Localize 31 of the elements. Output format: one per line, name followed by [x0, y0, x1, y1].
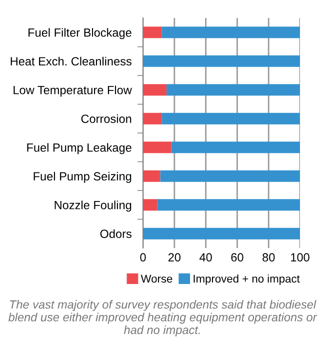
- bar: [143, 170, 160, 182]
- legend-label: Improved + no impact: [194, 274, 300, 285]
- bar: [160, 170, 300, 182]
- x-tick-label: 60: [231, 253, 244, 262]
- bar: [166, 84, 300, 96]
- y-tick-label: Nozzle Fouling: [54, 200, 132, 212]
- bar: [162, 112, 300, 124]
- bar: [143, 55, 300, 67]
- bar: [143, 26, 162, 38]
- y-tick-label: Corrosion: [81, 114, 132, 124]
- bar: [143, 142, 172, 154]
- y-tick-label: Heat Exch. Cleanliness: [10, 56, 132, 66]
- bar: [143, 112, 162, 124]
- y-tick-label: Fuel Pump Seizing: [34, 172, 132, 183]
- bar: [162, 26, 300, 38]
- text: The vast majority of survey respondents said that biodiesel blend use either improved heating equipment operations or had no impact.: [8, 300, 318, 336]
- bar: [171, 142, 300, 154]
- x-tick-label: 80: [262, 253, 275, 262]
- y-tick-label: Fuel Pump Leakage: [27, 143, 132, 154]
- bar: [143, 199, 158, 211]
- x-tick-label: 20: [168, 253, 181, 262]
- y-tick-label: Low Temperature Flow: [14, 86, 132, 97]
- bar: [143, 228, 300, 240]
- bar: [143, 84, 167, 96]
- y-tick-label: Odors: [100, 229, 132, 238]
- x-tick-label: 40: [200, 253, 212, 262]
- y-tick-label: Fuel Filter Blockage: [28, 28, 132, 40]
- bar: [157, 199, 300, 211]
- x-tick-label: 100: [291, 253, 310, 262]
- x-tick-label: 0: [140, 253, 146, 262]
- legend-label: Worse: [140, 274, 172, 283]
